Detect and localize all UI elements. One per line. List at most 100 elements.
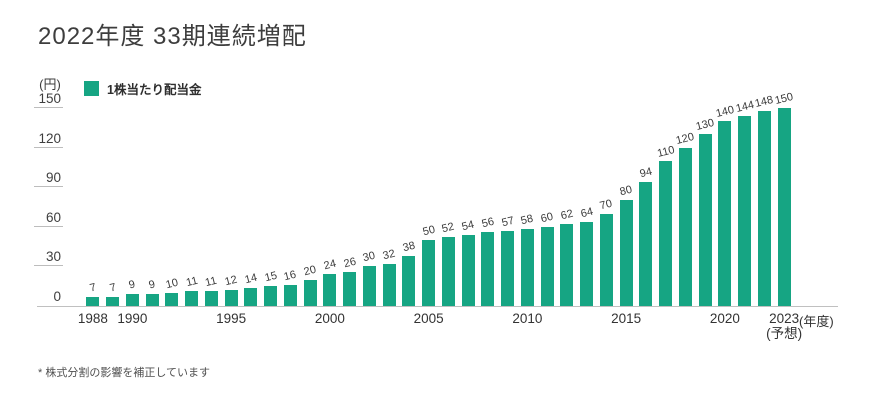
bar-value-label: 60: [539, 210, 555, 226]
bar-value-label: 16: [282, 268, 298, 284]
bar-group-2014: 70: [597, 108, 617, 306]
bar: [343, 271, 357, 306]
bar-group-2021: 144: [734, 99, 755, 306]
bar-value-label: 70: [598, 197, 614, 212]
x-tick-2015: 2015: [611, 311, 641, 326]
bar-value-label: 9: [147, 278, 157, 292]
bar-group-2010: 58: [518, 108, 538, 306]
bar-group-1994: 11: [202, 108, 222, 306]
bar: [580, 221, 594, 306]
bar-value-label: 64: [579, 205, 595, 220]
y-tick-0: 0: [20, 289, 63, 304]
bar-value-label: 15: [263, 269, 279, 285]
bar-value-label: 150: [773, 90, 795, 108]
x-tick-1995: 1995: [216, 311, 246, 326]
bar-value-label: 130: [694, 117, 716, 134]
bar-group-2004: 38: [399, 108, 419, 306]
bar-value-label: 7: [108, 281, 118, 295]
bar: [145, 294, 159, 306]
x-tick-label: 1988: [77, 311, 108, 326]
x-tick-2005: 2005: [414, 311, 444, 326]
bar-value-label: 120: [675, 130, 696, 147]
bar-group-1996: 14: [241, 108, 261, 306]
bar: [441, 237, 455, 306]
bar-group-1991: 9: [142, 108, 162, 306]
bar-group-2008: 56: [478, 108, 498, 306]
bar-value-label: 94: [638, 165, 654, 181]
bar: [540, 226, 554, 306]
y-tick-150: 150: [20, 91, 63, 108]
bar-value-label: 10: [164, 276, 180, 292]
bar: [520, 229, 534, 306]
bar-value-label: 50: [421, 223, 437, 239]
bar-value-label: 80: [618, 184, 634, 199]
y-tick-60: 60: [20, 210, 63, 227]
bar-value-label: 140: [714, 104, 736, 121]
bar-group-2018: 120: [675, 108, 696, 306]
bar-group-2003: 32: [379, 108, 399, 306]
bar-value-label: 24: [322, 258, 338, 273]
bar-group-2009: 57: [498, 108, 518, 306]
y-tick-120: 120: [20, 131, 63, 148]
y-tick-line: [34, 225, 63, 227]
bar-group-1995: 12: [221, 108, 241, 306]
x-tick-label: 2015: [611, 311, 642, 326]
bar: [501, 230, 515, 306]
bar: [402, 255, 416, 306]
legend: 1株当たり配当金: [84, 79, 201, 98]
bar: [323, 274, 337, 306]
bar: [106, 296, 120, 306]
bar: [283, 284, 297, 306]
bar-value-label: 30: [361, 250, 377, 265]
page-title: 2022年度 33期連続増配: [38, 23, 307, 50]
y-tick-90: 90: [20, 170, 63, 188]
bar-group-2023: 150: [774, 91, 794, 306]
bar: [639, 181, 653, 306]
bar-group-1997: 15: [261, 108, 281, 306]
bar-group-1998: 16: [281, 108, 301, 306]
bars: 7 7 9 9 10 11 11 12 14 15 16 20 24 26 30 32 38 50 52 54 56 57…: [83, 91, 794, 306]
bar: [165, 292, 179, 306]
bar-value-label: 20: [302, 263, 318, 278]
x-tick-1988: 1988: [78, 311, 108, 326]
bar-value-label: 54: [460, 218, 476, 234]
bar: [461, 234, 475, 306]
bar-group-2019: 130: [695, 108, 715, 306]
x-axis-line: [37, 306, 838, 307]
bar-group-2005: 50: [419, 108, 439, 306]
bar-value-label: 38: [401, 239, 417, 255]
bar-group-2020: 140: [715, 104, 735, 306]
bar: [481, 232, 495, 306]
bar-value-label: 12: [223, 273, 239, 289]
bar-value-label: 148: [754, 93, 775, 110]
bar: [678, 147, 692, 306]
y-axis-unit-label: (円): [39, 77, 61, 92]
bar: [125, 294, 139, 306]
legend-swatch-icon: [84, 81, 99, 96]
bar-group-1992: 10: [162, 108, 182, 306]
x-tick-1990: 1990: [117, 311, 147, 326]
bar-group-1990: 9: [123, 108, 143, 306]
bar-value-label: 14: [243, 271, 259, 286]
bar-value-label: 9: [127, 278, 137, 292]
footnote: * 株式分割の影響を補正しています: [38, 367, 211, 379]
bar-group-2000: 24: [320, 108, 340, 306]
y-tick-label: 150: [38, 91, 61, 106]
bar: [777, 108, 791, 306]
legend-label: 1株当たり配当金: [107, 83, 202, 97]
bar-value-label: 57: [500, 214, 516, 230]
bar-group-2006: 52: [439, 108, 459, 306]
bar-group-1988: 7: [83, 108, 103, 306]
bar-value-label: 110: [655, 143, 676, 160]
bar-group-2011: 60: [537, 108, 557, 306]
bar-group-2022: 148: [754, 94, 775, 306]
bar: [303, 279, 317, 306]
bar-group-1999: 20: [300, 108, 320, 306]
y-tick-line: [34, 146, 63, 148]
bar: [718, 121, 732, 306]
x-tick-label: 2020: [709, 311, 740, 326]
bar-group-2012: 62: [557, 108, 577, 306]
bar-group-1993: 11: [182, 108, 202, 306]
bar: [264, 286, 278, 306]
bar: [560, 224, 574, 306]
